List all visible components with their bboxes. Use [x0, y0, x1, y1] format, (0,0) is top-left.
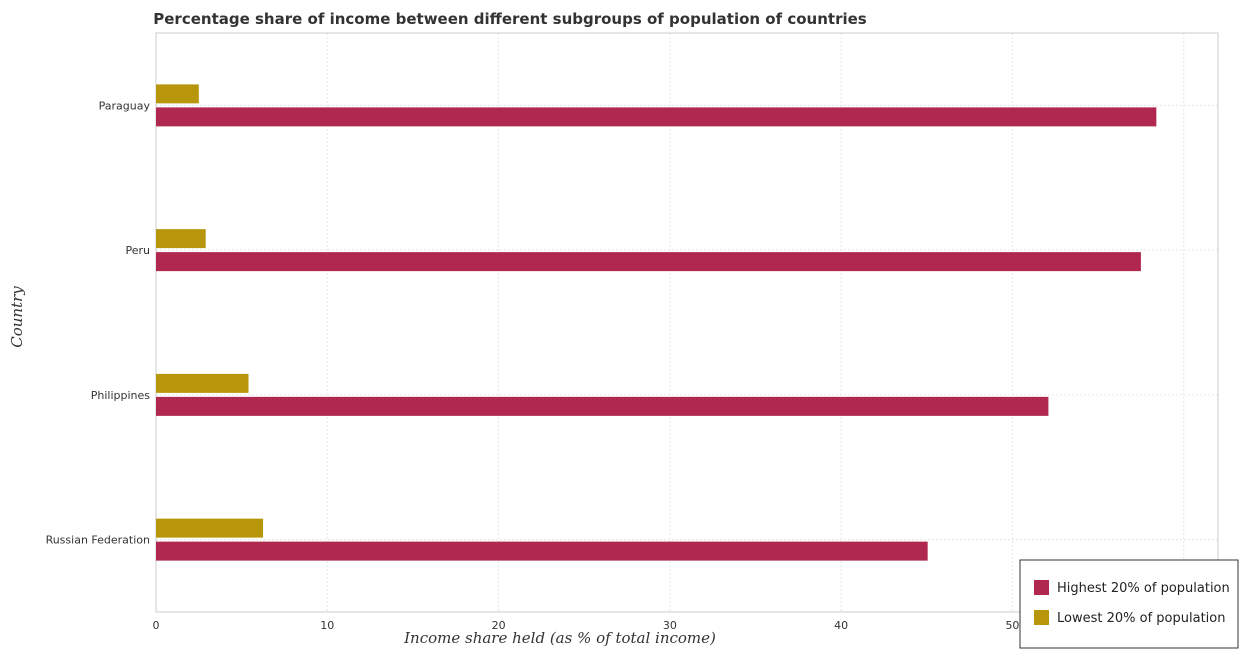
legend-swatch-highest	[1034, 580, 1049, 595]
x-tick-label: 50	[1005, 619, 1019, 632]
y-tick-labels: Paraguay Peru Philippines Russian Federatio…	[46, 99, 151, 546]
y-tick-label: Peru	[125, 244, 150, 257]
y-tick-label: Paraguay	[99, 99, 151, 112]
x-tick-label: 30	[663, 619, 677, 632]
bar-lowest-20	[156, 373, 249, 393]
legend-label-highest: Highest 20% of population	[1057, 581, 1230, 596]
bars	[156, 84, 1157, 561]
x-tick-label: 10	[320, 619, 334, 632]
bar-lowest-20	[156, 518, 264, 538]
bar-highest-20	[156, 396, 1049, 416]
bar-lowest-20	[156, 84, 199, 104]
y-tick-label: Russian Federation	[46, 534, 150, 547]
legend-label-lowest: Lowest 20% of population	[1057, 611, 1225, 626]
bar-highest-20	[156, 541, 928, 561]
chart-title: Percentage share of income between diffe…	[153, 10, 867, 28]
bar-lowest-20	[156, 229, 206, 249]
legend-swatch-lowest	[1034, 610, 1049, 625]
plot-area-frame	[155, 32, 1219, 613]
legend: Highest 20% of population Lowest 20% of …	[1019, 559, 1239, 649]
x-tick-label: 20	[492, 619, 506, 632]
bar-highest-20	[156, 107, 1157, 127]
y-axis-label: Country	[8, 286, 26, 348]
x-axis-label: Income share held (as % of total income)	[403, 629, 716, 647]
x-tick-label: 0	[153, 619, 160, 632]
x-tick-label: 40	[834, 619, 848, 632]
legend-frame	[1019, 559, 1239, 649]
bar-highest-20	[156, 252, 1141, 272]
grid	[155, 33, 1218, 612]
y-tick-label: Philippines	[91, 389, 151, 402]
